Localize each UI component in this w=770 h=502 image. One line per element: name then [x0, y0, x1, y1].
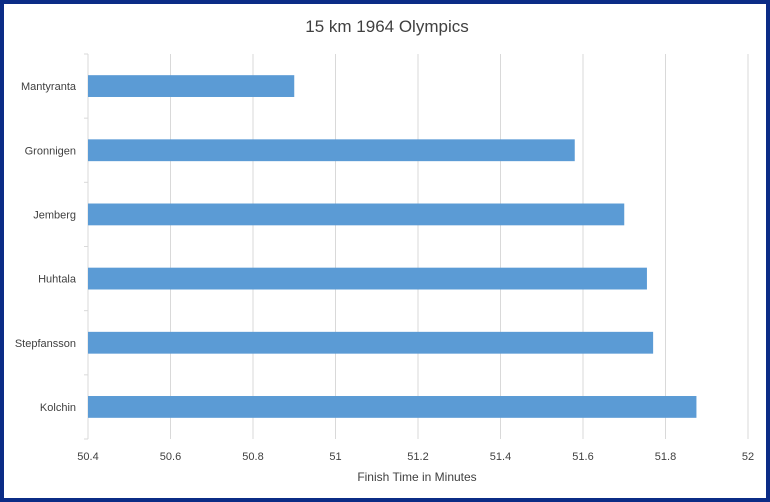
x-tick-label: 50.8: [242, 451, 263, 463]
category-axis: Mantyranta Gronnigen Jemberg Huhtala Stepfan…: [15, 53, 89, 440]
x-tick-label: 52: [742, 451, 754, 463]
bar: [88, 267, 647, 290]
x-tick-label: 51: [329, 451, 341, 463]
x-tick-label: 51.2: [407, 451, 428, 463]
x-tick-label: 50.6: [160, 451, 181, 463]
chart-frame: 15 km 1964 Olympics Mantyranta Gronnigen J…: [4, 4, 766, 498]
x-tick-label: 50.4: [77, 451, 98, 463]
x-tick-label: 51.4: [490, 451, 511, 463]
chart-title: 15 km 1964 Olympics: [305, 17, 468, 36]
x-axis-label: Finish Time in Minutes: [357, 470, 476, 484]
x-tick-labels: 50.4 50.6 50.8 51 51.2 51.4 51.6 51.8 52: [77, 451, 754, 463]
bar-chart: 15 km 1964 Olympics Mantyranta Gronnigen J…: [15, 17, 754, 484]
gridlines: [170, 54, 749, 439]
bar: [88, 396, 697, 418]
category-label: Jemberg: [33, 209, 76, 221]
bars: [88, 75, 697, 418]
x-tick-label: 51.8: [655, 451, 676, 463]
category-label: Kolchin: [40, 402, 76, 414]
category-label: Stepfansson: [15, 338, 76, 350]
category-label: Mantyranta: [21, 81, 77, 93]
x-tick-label: 51.6: [572, 451, 593, 463]
bar: [88, 203, 625, 226]
bar: [88, 139, 575, 162]
bar: [88, 331, 654, 354]
category-label: Huhtala: [38, 274, 77, 286]
bar: [88, 75, 295, 97]
category-label: Gronnigen: [25, 145, 76, 157]
